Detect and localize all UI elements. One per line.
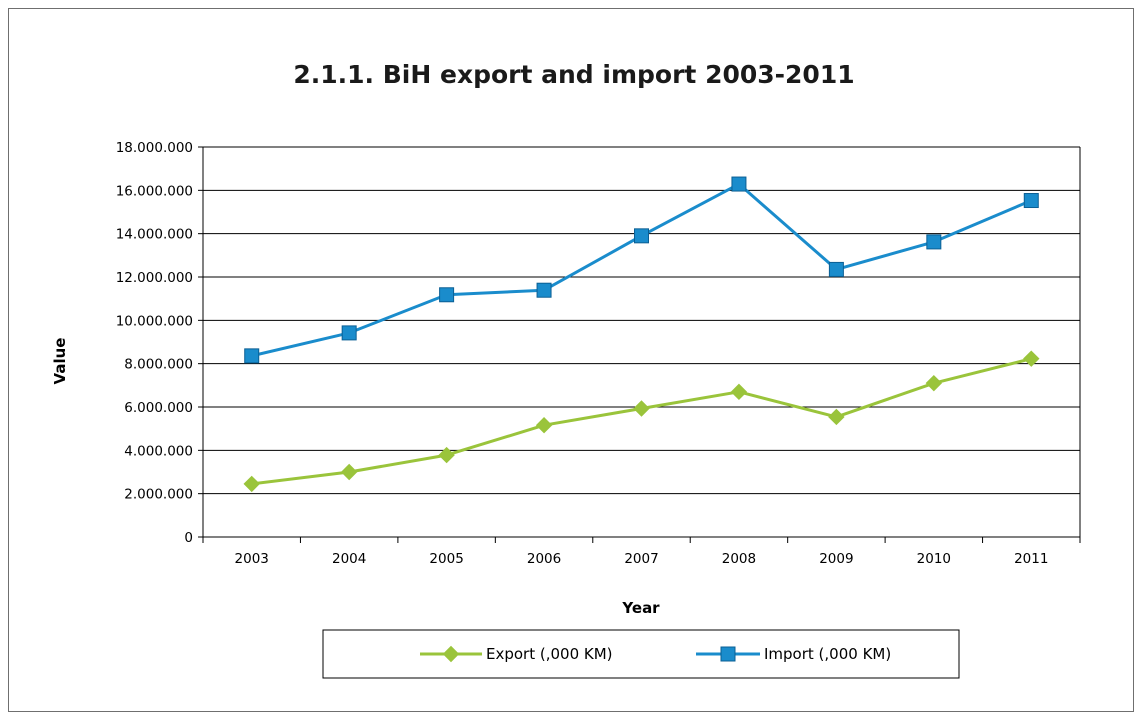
export-data-point <box>1023 350 1040 367</box>
x-tick-label: 2009 <box>819 551 853 567</box>
gridlines <box>198 146 1081 543</box>
y-tick-label: 4.000.000 <box>124 443 193 459</box>
x-tick-label: 2004 <box>332 551 366 567</box>
chart-title: 2.1.1. BiH export and import 2003-2011 <box>293 60 855 89</box>
legend: Export (,000 KM) Import (,000 KM) <box>322 629 960 679</box>
y-tick-label: 10.000.000 <box>116 313 193 329</box>
y-tick-label: 8.000.000 <box>124 357 193 373</box>
import-data-point <box>1023 193 1039 209</box>
x-axis-title: Year <box>621 599 660 617</box>
export-data-point <box>243 475 260 493</box>
import-data-point <box>731 176 747 192</box>
export-data-point <box>730 383 748 401</box>
x-tick-label: 2011 <box>1014 551 1048 567</box>
export-data-point <box>633 400 650 417</box>
import-data-point <box>536 282 552 298</box>
import-series-line <box>251 182 1032 358</box>
y-tick-label: 2.000.000 <box>124 487 193 503</box>
export-data-point <box>340 463 358 481</box>
y-tick-label: 18.000.000 <box>116 140 193 156</box>
import-data-point <box>439 287 455 303</box>
x-tick-label: 2006 <box>527 551 561 567</box>
x-tick-label: 2003 <box>235 551 269 567</box>
legend-import-label: Import (,000 KM) <box>764 645 891 663</box>
x-tick-label: 2008 <box>722 551 756 567</box>
import-data-point <box>926 234 942 250</box>
x-tick-labels: 2003 2004 2005 2006 2007 2008 2009 2010 2011 <box>235 551 1049 567</box>
import-data-point <box>341 325 357 341</box>
y-tick-label: 12.000.000 <box>116 270 193 286</box>
x-tick-label: 2005 <box>429 551 463 567</box>
import-data-point <box>828 261 844 277</box>
import-data-point <box>244 348 260 364</box>
y-tick-label: 16.000.000 <box>116 183 193 199</box>
legend-export-label: Export (,000 KM) <box>486 645 613 663</box>
export-data-point <box>925 374 943 392</box>
export-series-line <box>251 357 1032 486</box>
chart-frame <box>8 8 1134 712</box>
x-tick-label: 2007 <box>624 551 658 567</box>
x-tick-label: 2010 <box>917 551 951 567</box>
export-data-point <box>828 408 845 426</box>
y-tick-label: 14.000.000 <box>116 227 193 243</box>
y-tick-labels: 0 2.000.000 4.000.000 6.000.000 8.000.000 10.… <box>116 140 193 546</box>
y-tick-label: 0 <box>184 530 193 546</box>
legend-import-marker <box>720 646 736 662</box>
series-group <box>243 176 1040 493</box>
legend-export-marker <box>442 645 460 663</box>
y-tick-label: 6.000.000 <box>124 400 193 416</box>
export-data-point <box>535 416 553 434</box>
export-data-point <box>438 446 455 464</box>
import-data-point <box>634 228 649 244</box>
y-axis-title: Value <box>51 338 69 385</box>
